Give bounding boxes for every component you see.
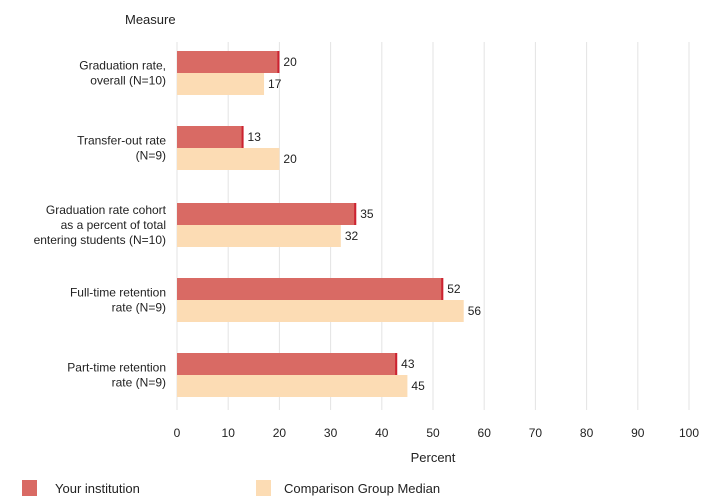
bar-edge (395, 353, 398, 375)
category-label: Graduation rate cohort (46, 203, 167, 217)
bar-edge (441, 278, 444, 300)
chart-title: Measure (125, 12, 176, 27)
x-tick-label: 0 (174, 426, 181, 440)
data-label: 20 (283, 55, 297, 69)
x-axis-title: Percent (411, 450, 456, 465)
x-tick-label: 70 (529, 426, 543, 440)
data-label: 43 (401, 357, 415, 371)
category-label: rate (N=9) (112, 376, 166, 390)
data-label: 45 (411, 379, 425, 393)
data-label: 13 (248, 130, 262, 144)
bar-edge (241, 126, 244, 148)
legend-swatch (22, 480, 37, 496)
bars (177, 51, 464, 397)
category-label: (N=9) (136, 149, 166, 163)
category-label: entering students (N=10) (34, 233, 166, 247)
category-label: overall (N=10) (90, 74, 166, 88)
category-label: Part-time retention (67, 361, 166, 375)
gridlines (176, 42, 690, 410)
bar-your-institution (177, 278, 444, 300)
data-label: 52 (447, 282, 461, 296)
bar-edge (354, 203, 357, 225)
x-tick-label: 50 (426, 426, 440, 440)
category-label: as a percent of total (61, 218, 166, 232)
data-label: 56 (468, 304, 482, 318)
bar-your-institution (177, 126, 244, 148)
bar-your-institution (177, 353, 398, 375)
legend-label: Your institution (55, 481, 140, 496)
category-label: Transfer-out rate (77, 134, 166, 148)
bar-edge (277, 51, 280, 73)
x-tick-label: 90 (631, 426, 645, 440)
x-tick-label: 30 (324, 426, 338, 440)
x-tick-label: 20 (273, 426, 287, 440)
bar-comparison-median (177, 225, 341, 247)
bar-comparison-median (177, 73, 265, 95)
x-tick-label: 80 (580, 426, 594, 440)
x-tick-label: 10 (222, 426, 236, 440)
x-tick-label: 100 (679, 426, 699, 440)
data-label: 20 (283, 152, 297, 166)
data-label: 17 (268, 77, 282, 91)
legend-swatch (256, 480, 271, 496)
category-label: Full-time retention (70, 286, 166, 300)
bar-your-institution (177, 203, 357, 225)
data-label: 32 (345, 229, 359, 243)
x-tick-label: 40 (375, 426, 389, 440)
category-label: Graduation rate, (79, 59, 166, 73)
bar-comparison-median (177, 300, 464, 322)
bar-comparison-median (177, 148, 280, 170)
category-label: rate (N=9) (112, 301, 166, 315)
legend-label: Comparison Group Median (284, 481, 440, 496)
x-tick-label: 60 (478, 426, 492, 440)
data-label: 35 (360, 207, 374, 221)
legend: Your institution Comparison Group Median (22, 480, 440, 496)
bar-your-institution (177, 51, 280, 73)
bar-comparison-median (177, 375, 408, 397)
